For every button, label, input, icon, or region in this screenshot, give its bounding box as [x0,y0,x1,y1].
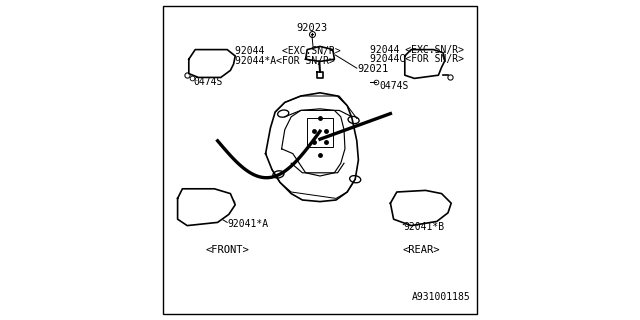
Text: 92041*A: 92041*A [227,219,268,229]
Text: 92044*A<FOR SN/R>: 92044*A<FOR SN/R> [236,56,335,66]
Polygon shape [390,190,451,226]
Text: A931001185: A931001185 [412,292,470,302]
Text: 0474S: 0474S [193,77,223,87]
Text: 92041*B: 92041*B [403,222,444,232]
Text: 92044C<FOR SN/R>: 92044C<FOR SN/R> [370,54,463,64]
Text: 92023: 92023 [296,23,328,33]
Polygon shape [178,189,236,226]
Text: 92044 <EXC.SN/R>: 92044 <EXC.SN/R> [370,44,463,55]
Text: 0474S: 0474S [380,81,408,92]
Bar [307,118,333,147]
Text: 92044   <EXC.SN/R>: 92044 <EXC.SN/R> [236,46,341,56]
Text: <REAR>: <REAR> [402,244,440,255]
Polygon shape [306,46,334,61]
Text: <FRONT>: <FRONT> [205,244,249,255]
Text: 92021: 92021 [358,64,389,74]
Polygon shape [405,50,445,78]
Polygon shape [189,50,236,77]
